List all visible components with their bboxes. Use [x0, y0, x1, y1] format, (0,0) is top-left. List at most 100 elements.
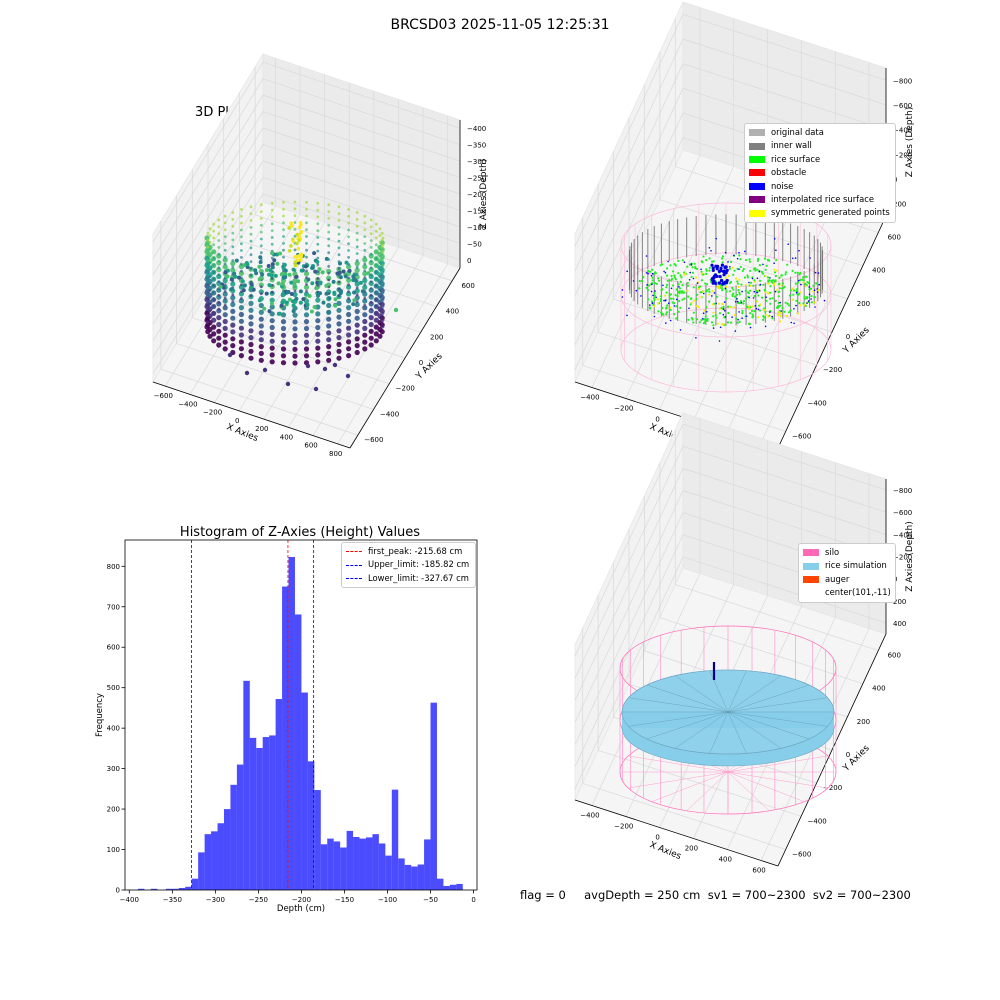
- histogram-bar: [301, 692, 308, 890]
- rice-surface-point: [732, 292, 735, 295]
- noise-point: [723, 281, 727, 285]
- data-point: [362, 339, 368, 345]
- noise-point: [719, 266, 723, 270]
- grid-line: [262, 111, 461, 178]
- noise-point: [710, 263, 714, 267]
- rice-surface-point: [690, 275, 693, 279]
- y-tick-label: −400: [380, 410, 399, 418]
- mesh-line: [727, 711, 828, 727]
- x-tick-label: 600: [752, 867, 765, 875]
- noise-point: [795, 291, 798, 294]
- data-point: [222, 277, 228, 284]
- data-point: [341, 269, 346, 274]
- data-point: [295, 254, 300, 259]
- data-point: [259, 223, 263, 227]
- data-point: [269, 297, 275, 303]
- rice-surface-point: [758, 309, 762, 312]
- rice-surface-point: [748, 258, 751, 261]
- grid-line: [682, 445, 887, 513]
- data-point: [347, 228, 350, 232]
- data-point: [273, 273, 278, 278]
- grid-line: [152, 94, 264, 276]
- rice-surface-point: [744, 297, 748, 300]
- rice-surface-point: [714, 314, 717, 317]
- data-point: [222, 318, 228, 325]
- data-point: [381, 270, 385, 274]
- data-point: [279, 303, 284, 308]
- noise-point: [817, 272, 820, 274]
- data-point: [238, 298, 244, 304]
- data-point: [354, 315, 360, 321]
- rice-surface-point: [718, 312, 722, 315]
- data-point: [347, 249, 350, 252]
- data-point: [216, 328, 222, 334]
- data-point: [294, 274, 299, 279]
- rice-surface-point: [670, 274, 673, 278]
- data-point: [282, 235, 285, 238]
- noise-point: [678, 286, 680, 288]
- data-point: [304, 264, 308, 269]
- rice-surface-point: [666, 279, 669, 282]
- noise-point: [645, 255, 648, 257]
- data-point: [346, 353, 352, 359]
- data-point: [222, 346, 228, 352]
- histogram-bar: [391, 789, 399, 890]
- rice-surface-point: [708, 257, 711, 260]
- rice-surface-point: [665, 311, 669, 314]
- data-point: [378, 288, 382, 292]
- data-point: [303, 271, 310, 277]
- rice-surface-point: [778, 276, 781, 279]
- histogram-bar: [191, 878, 199, 890]
- symmetric-point: [802, 281, 805, 284]
- data-point: [381, 305, 385, 308]
- rice-surface-point: [660, 295, 663, 298]
- data-point: [298, 300, 303, 305]
- data-point: [289, 292, 294, 296]
- data-point: [315, 345, 321, 351]
- histogram-bar: [137, 888, 145, 890]
- data-point: [267, 272, 271, 277]
- data-point: [211, 338, 217, 344]
- x-axis-line: [574, 799, 779, 867]
- noise-point: [733, 254, 735, 257]
- grid-line: [152, 111, 264, 292]
- data-point: [259, 217, 263, 220]
- data-point: [206, 231, 210, 235]
- z-axis-label: Z Axies (Depth): [479, 159, 489, 230]
- data-point: [233, 274, 238, 279]
- histogram-bar: [320, 844, 328, 890]
- rice-surface-point: [765, 264, 768, 267]
- data-point: [347, 256, 350, 259]
- data-point: [248, 314, 254, 320]
- y-axis-label: Frequency: [95, 693, 105, 737]
- data-point: [303, 284, 310, 290]
- rice-surface-point: [768, 279, 771, 282]
- data-point: [269, 331, 275, 337]
- data-point: [280, 300, 285, 305]
- symmetric-point: [791, 287, 794, 290]
- rice-surface-point: [784, 271, 788, 274]
- data-point: [260, 272, 265, 277]
- rice-surface-point: [741, 269, 744, 272]
- data-point: [217, 273, 221, 277]
- symmetric-point: [702, 290, 705, 293]
- legend-label: silo: [825, 547, 840, 557]
- rice-surface-point: [766, 258, 770, 261]
- noise-point: [700, 268, 702, 271]
- rice-surface-point: [749, 269, 752, 272]
- rice-surface-point: [683, 297, 686, 300]
- data-point: [374, 257, 378, 260]
- data-point: [380, 252, 384, 256]
- noise-point: [758, 270, 761, 273]
- rice-surface-point: [810, 301, 814, 304]
- data-point: [381, 243, 385, 247]
- data-point: [245, 262, 250, 267]
- data-point: [280, 312, 287, 318]
- data-point: [360, 289, 365, 294]
- data-point: [222, 257, 228, 263]
- data-point: [315, 338, 321, 344]
- data-point: [258, 337, 264, 343]
- data-point: [208, 316, 212, 320]
- noise-point: [738, 251, 740, 254]
